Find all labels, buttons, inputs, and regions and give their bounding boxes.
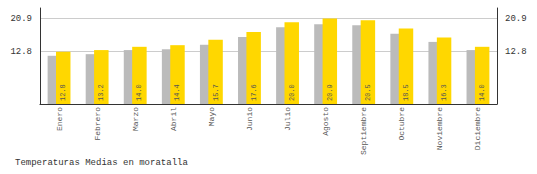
svg-text:Octubre: Octubre [397, 107, 406, 141]
svg-text:Enero: Enero [55, 107, 64, 131]
svg-text:Septiembre: Septiembre [359, 107, 368, 155]
svg-text:Agosto: Agosto [321, 107, 330, 136]
svg-text:14.0: 14.0 [478, 84, 486, 101]
svg-text:14.4: 14.4 [173, 84, 181, 101]
svg-text:13.2: 13.2 [97, 84, 105, 101]
svg-text:18.5: 18.5 [402, 84, 410, 101]
svg-text:20.9: 20.9 [505, 14, 527, 24]
svg-text:17.6: 17.6 [250, 84, 258, 101]
svg-text:Diciembre: Diciembre [473, 107, 482, 150]
svg-text:Julio: Julio [283, 107, 292, 131]
svg-text:Junio: Junio [245, 107, 254, 131]
svg-text:20.9: 20.9 [10, 14, 32, 24]
svg-text:12.8: 12.8 [505, 47, 527, 57]
svg-text:20.9: 20.9 [326, 84, 334, 101]
svg-text:15.7: 15.7 [212, 84, 220, 101]
svg-text:Abril: Abril [169, 107, 178, 131]
svg-text:Mayo: Mayo [207, 107, 216, 126]
svg-text:20.0: 20.0 [288, 84, 296, 101]
svg-text:12.8: 12.8 [10, 47, 32, 57]
svg-text:20.5: 20.5 [364, 84, 372, 101]
svg-text:Febrero: Febrero [93, 107, 102, 141]
svg-text:Temperaturas Medias en moratal: Temperaturas Medias en moratalla [15, 158, 188, 168]
svg-text:16.3: 16.3 [440, 84, 448, 101]
svg-text:Marzo: Marzo [131, 107, 140, 131]
svg-text:12.8: 12.8 [59, 84, 67, 101]
svg-text:Noviembre: Noviembre [435, 107, 444, 150]
svg-text:14.0: 14.0 [135, 84, 143, 101]
